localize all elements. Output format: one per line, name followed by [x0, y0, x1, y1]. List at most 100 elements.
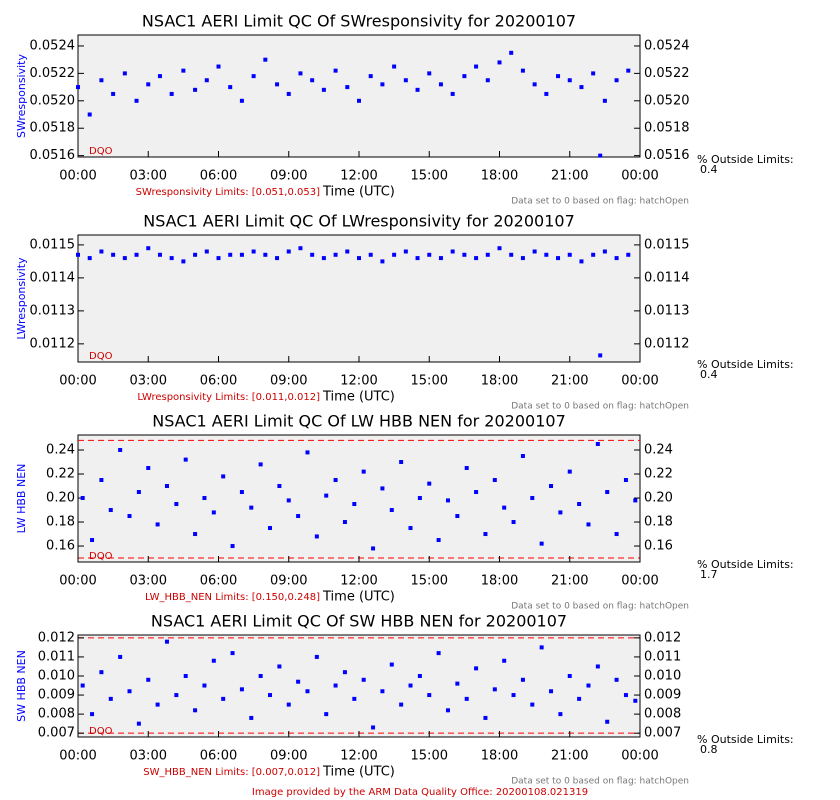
data-point	[333, 68, 338, 73]
x-tick-label: 21:00	[551, 749, 588, 764]
data-point	[492, 478, 497, 483]
data-point	[333, 252, 338, 257]
data-point	[99, 78, 104, 83]
data-point	[544, 91, 549, 96]
data-point	[202, 496, 207, 501]
y-axis-label: SWresponsivity	[15, 54, 28, 138]
x-tick-label: 21:00	[551, 374, 588, 389]
data-point	[239, 98, 244, 103]
data-point	[586, 683, 591, 688]
x-tick-label: 12:00	[340, 169, 377, 184]
data-point	[556, 256, 561, 261]
data-point	[602, 98, 607, 103]
data-point	[455, 681, 460, 686]
data-point	[263, 57, 268, 62]
data-point	[298, 246, 303, 251]
data-point	[577, 696, 582, 701]
y-tick-label-right: 0.0114	[644, 270, 690, 285]
outside-value: 0.8	[700, 743, 718, 756]
x-tick-label: 18:00	[481, 574, 518, 589]
data-point	[183, 673, 188, 678]
data-point	[549, 689, 554, 694]
data-point	[427, 693, 432, 698]
data-point	[509, 252, 514, 257]
y-tick-label-right: 0.18	[644, 515, 673, 530]
data-point	[239, 687, 244, 692]
data-point	[155, 522, 160, 527]
data-point	[342, 670, 347, 675]
data-point	[532, 249, 537, 254]
data-point	[314, 654, 319, 659]
plot-area	[77, 34, 641, 158]
data-point	[455, 514, 460, 519]
data-point	[530, 702, 535, 707]
outside-label: % Outside Limits:	[697, 558, 794, 571]
data-point	[277, 484, 282, 489]
data-point	[333, 683, 338, 688]
data-point	[263, 252, 268, 257]
data-point	[577, 502, 582, 507]
data-point	[76, 252, 80, 257]
data-point	[87, 112, 92, 117]
data-point	[626, 68, 631, 73]
data-point	[595, 664, 600, 669]
data-point	[427, 252, 432, 257]
panel-title: NSAC1 AERI Limit QC Of SW HBB NEN for 20…	[151, 612, 567, 631]
data-point	[169, 256, 174, 261]
data-point	[146, 246, 151, 251]
data-point	[118, 448, 123, 453]
data-point	[483, 532, 488, 537]
data-point	[438, 256, 443, 261]
data-point	[342, 520, 347, 525]
data-point	[277, 664, 282, 669]
data-point	[511, 693, 516, 698]
data-point	[211, 658, 216, 663]
x-tick-label: 00:00	[621, 374, 658, 389]
x-tick-label: 00:00	[621, 169, 658, 184]
data-point	[286, 249, 291, 254]
data-point	[99, 478, 104, 483]
x-tick-label: 18:00	[481, 169, 518, 184]
data-point	[380, 259, 385, 264]
x-tick-label: 03:00	[130, 574, 167, 589]
outside-label: % Outside Limits:	[697, 153, 794, 166]
data-point	[380, 486, 385, 491]
outside-value: 1.7	[700, 568, 718, 581]
y-tick-label: 0.007	[38, 726, 75, 741]
data-point	[324, 493, 329, 498]
x-tick-label: 15:00	[411, 374, 448, 389]
data-point	[174, 693, 179, 698]
data-point	[539, 645, 544, 650]
y-tick-label: 0.012	[38, 630, 75, 645]
data-point	[474, 666, 479, 671]
data-point	[90, 538, 95, 543]
data-point	[389, 508, 394, 513]
data-point	[556, 74, 561, 79]
y-tick-label-right: 0.008	[644, 707, 681, 722]
x-tick-label: 21:00	[551, 574, 588, 589]
data-point	[399, 460, 404, 465]
panel-title: NSAC1 AERI Limit QC Of LW HBB NEN for 20…	[152, 412, 566, 431]
data-point	[445, 708, 450, 713]
limits-text: SW_HBB_NEN Limits: [0.007,0.012]	[143, 767, 320, 778]
data-point	[623, 693, 628, 698]
flag-text: DQO	[89, 146, 113, 157]
data-point	[368, 74, 373, 79]
x-tick-label: 00:00	[621, 749, 658, 764]
data-point	[502, 505, 507, 510]
y-axis-label: SW HBB NEN	[15, 650, 28, 722]
data-point	[80, 683, 85, 688]
data-point	[305, 689, 310, 694]
y-tick-label-right: 0.0520	[644, 93, 690, 108]
data-point	[361, 469, 366, 474]
x-tick-label: 06:00	[200, 169, 237, 184]
x-tick-label: 03:00	[130, 169, 167, 184]
outside-label: % Outside Limits:	[697, 358, 794, 371]
data-point	[520, 256, 525, 261]
x-tick-label: 00:00	[59, 169, 96, 184]
data-point	[403, 249, 408, 254]
data-point	[221, 696, 226, 701]
limits-text: LW_HBB_NEN Limits: [0.150,0.248]	[145, 592, 320, 603]
flag-text: DQO	[89, 726, 113, 737]
data-point	[357, 256, 361, 261]
